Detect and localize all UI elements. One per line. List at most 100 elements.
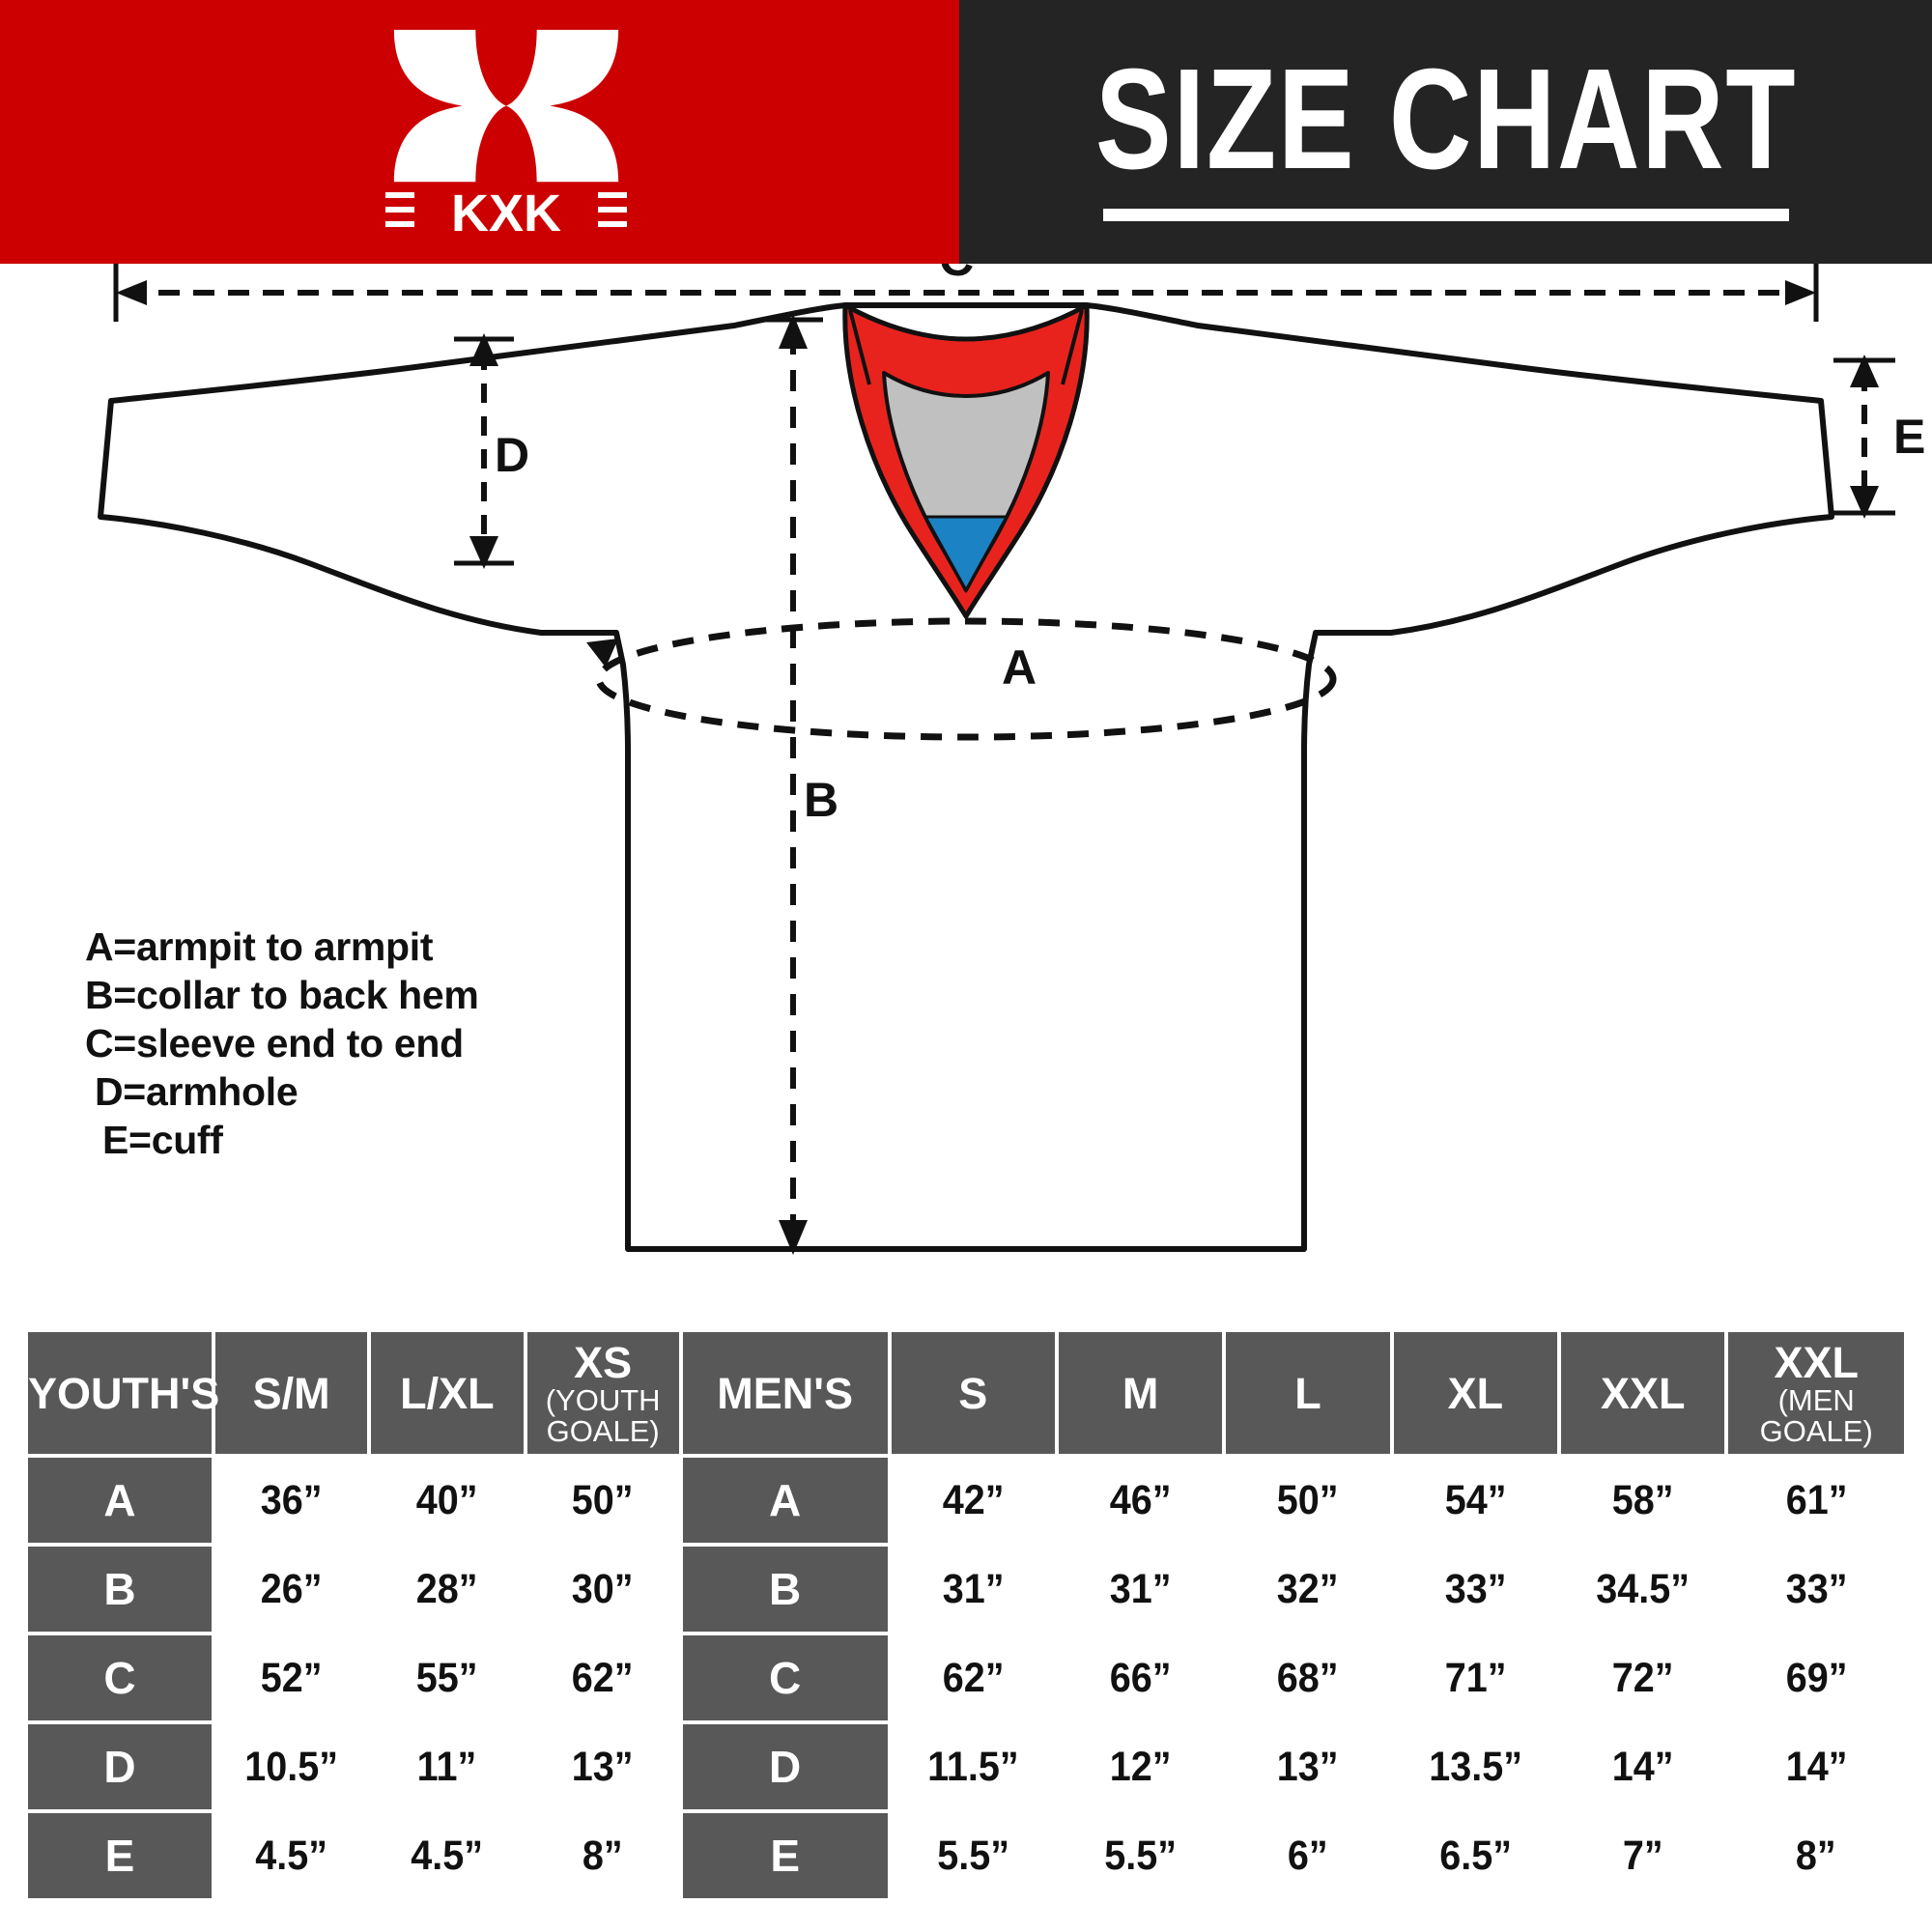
dimension-b: B xyxy=(763,314,838,1255)
row-label-youth-B: B xyxy=(28,1547,212,1632)
cell-mens-B-1: 31” xyxy=(1058,1547,1223,1632)
dimension-b-label: B xyxy=(804,773,838,827)
dimension-d-label: D xyxy=(495,428,529,482)
table-row: C 52” 55” 62” C 62” 66” 68” 71” 72” 69” xyxy=(28,1635,1904,1720)
legend-line-b: B=collar to back hem xyxy=(85,973,479,1018)
dimension-a-label: A xyxy=(1002,640,1037,695)
cell-mens-E-4: 7” xyxy=(1561,1813,1725,1898)
cell-youth-A-1: 40” xyxy=(371,1458,524,1543)
dimension-e: E xyxy=(1833,355,1925,519)
legend-line-d: D=armhole xyxy=(95,1069,298,1115)
page-header: KXK SIZE CHART xyxy=(0,0,1932,264)
cell-mens-D-3: 13.5” xyxy=(1393,1724,1558,1809)
dimension-c-label: C xyxy=(939,264,974,286)
header-mens: MEN'S xyxy=(682,1332,888,1454)
cell-youth-B-1: 28” xyxy=(371,1547,524,1632)
table-row: D 10.5” 11” 13” D 11.5” 12” 13” 13.5” 14” 14” xyxy=(28,1724,1904,1809)
brand-logo: KXK xyxy=(385,26,627,239)
title-underline xyxy=(1102,209,1789,221)
cell-mens-B-4: 34.5” xyxy=(1561,1547,1725,1632)
cell-mens-A-3: 54” xyxy=(1393,1458,1558,1543)
cell-mens-E-3: 6.5” xyxy=(1393,1813,1558,1898)
cell-youth-E-1: 4.5” xyxy=(371,1813,524,1898)
shoulder-seam-left xyxy=(848,309,871,385)
cell-mens-A-4: 58” xyxy=(1561,1458,1725,1543)
cell-mens-C-5: 69” xyxy=(1728,1635,1904,1720)
row-label-mens-E: E xyxy=(682,1813,888,1898)
cell-mens-A-2: 50” xyxy=(1226,1458,1390,1543)
cell-mens-D-2: 13” xyxy=(1226,1724,1390,1809)
title-panel: SIZE CHART xyxy=(959,0,1932,264)
shoulder-seam-right xyxy=(1061,309,1084,385)
cell-youth-C-0: 52” xyxy=(214,1635,368,1720)
row-label-mens-A: A xyxy=(682,1458,888,1543)
dimension-e-label: E xyxy=(1893,410,1925,464)
cell-mens-D-0: 11.5” xyxy=(891,1724,1055,1809)
legend-line-c: C=sleeve end to end xyxy=(85,1021,464,1066)
cell-mens-B-2: 32” xyxy=(1226,1547,1390,1632)
cell-youth-A-0: 36” xyxy=(214,1458,368,1543)
cell-youth-B-0: 26” xyxy=(214,1547,368,1632)
cell-mens-C-0: 62” xyxy=(891,1635,1055,1720)
cell-mens-C-4: 72” xyxy=(1561,1635,1725,1720)
page-title: SIZE CHART xyxy=(1094,40,1797,199)
header-youth: YOUTH'S xyxy=(28,1332,219,1454)
header-youth-size-2: XS (YOUTH GOALE) xyxy=(526,1332,679,1454)
row-label-mens-D: D xyxy=(682,1724,888,1809)
cell-mens-D-4: 14” xyxy=(1561,1724,1725,1809)
cell-youth-B-2: 30” xyxy=(526,1547,679,1632)
size-sublabel: (YOUTH GOALE) xyxy=(545,1383,661,1448)
legend-line-e: E=cuff xyxy=(102,1118,223,1163)
row-label-youth-C: C xyxy=(28,1635,212,1720)
size-sublabel: (MEN GOALE) xyxy=(1759,1383,1873,1448)
brand-wordmark: KXK xyxy=(385,185,627,239)
brand-text: KXK xyxy=(451,185,561,239)
header-mens-size-5: XXL (MEN GOALE) xyxy=(1728,1332,1904,1454)
dimension-d: D xyxy=(454,333,529,569)
size-chart-table: YOUTH'S S/M L/XL XS (YOUTH GOALE) MEN'S S M L XL X… xyxy=(24,1328,1908,1902)
row-label-youth-A: A xyxy=(28,1458,212,1543)
cell-youth-D-0: 10.5” xyxy=(214,1724,368,1809)
row-label-youth-E: E xyxy=(28,1813,212,1898)
kxk-hourglass-logo-icon xyxy=(393,29,619,182)
header-mens-size-2: L xyxy=(1226,1332,1390,1454)
dimension-a: A xyxy=(586,617,1337,741)
header-mens-size-1: M xyxy=(1058,1332,1223,1454)
cell-youth-C-1: 55” xyxy=(371,1635,524,1720)
jersey-svg: C D B xyxy=(98,264,1925,1255)
header-youth-size-0: S/M xyxy=(214,1332,368,1454)
collar-accent-triangle xyxy=(923,515,1009,594)
cell-mens-C-3: 71” xyxy=(1393,1635,1558,1720)
row-label-mens-B: B xyxy=(682,1547,888,1632)
brand-panel: KXK xyxy=(0,0,959,264)
cell-youth-D-1: 11” xyxy=(371,1724,524,1809)
size-label: XXL xyxy=(1774,1337,1859,1387)
jersey-outline xyxy=(98,302,1834,1252)
header-youth-size-1: L/XL xyxy=(371,1332,524,1454)
cell-mens-A-5: 61” xyxy=(1728,1458,1904,1543)
jersey-diagram: C D B xyxy=(0,264,1932,1299)
header-mens-size-4: XXL xyxy=(1561,1332,1725,1454)
cell-youth-E-0: 4.5” xyxy=(214,1813,368,1898)
cell-mens-B-3: 33” xyxy=(1393,1547,1558,1632)
cell-mens-C-1: 66” xyxy=(1058,1635,1223,1720)
dimension-c: C xyxy=(113,264,1819,322)
cell-mens-D-5: 14” xyxy=(1728,1724,1904,1809)
table-row: B 26” 28” 30” B 31” 31” 32” 33” 34.5” 33” xyxy=(28,1547,1904,1632)
size-label: XS xyxy=(574,1337,633,1387)
cell-youth-C-2: 62” xyxy=(526,1635,679,1720)
measurement-legend: A=armpit to armpit B=collar to back hem … xyxy=(85,923,479,1164)
cell-mens-E-5: 8” xyxy=(1728,1813,1904,1898)
legend-line-a: A=armpit to armpit xyxy=(85,924,434,969)
header-mens-size-0: S xyxy=(891,1332,1055,1454)
row-label-youth-D: D xyxy=(28,1724,212,1809)
header-mens-size-3: XL xyxy=(1393,1332,1558,1454)
cell-youth-E-2: 8” xyxy=(526,1813,679,1898)
cell-mens-A-1: 46” xyxy=(1058,1458,1223,1543)
table-row: A 36” 40” 50” A 42” 46” 50” 54” 58” 61” xyxy=(28,1458,1904,1543)
table-header-row: YOUTH'S S/M L/XL XS (YOUTH GOALE) MEN'S S M L XL X… xyxy=(28,1332,1904,1454)
table-row: E 4.5” 4.5” 8” E 5.5” 5.5” 6” 6.5” 7” 8” xyxy=(28,1813,1904,1898)
kxk-wordmark-icon: KXK xyxy=(385,185,627,239)
cell-mens-E-2: 6” xyxy=(1226,1813,1390,1898)
cell-youth-D-2: 13” xyxy=(526,1724,679,1809)
